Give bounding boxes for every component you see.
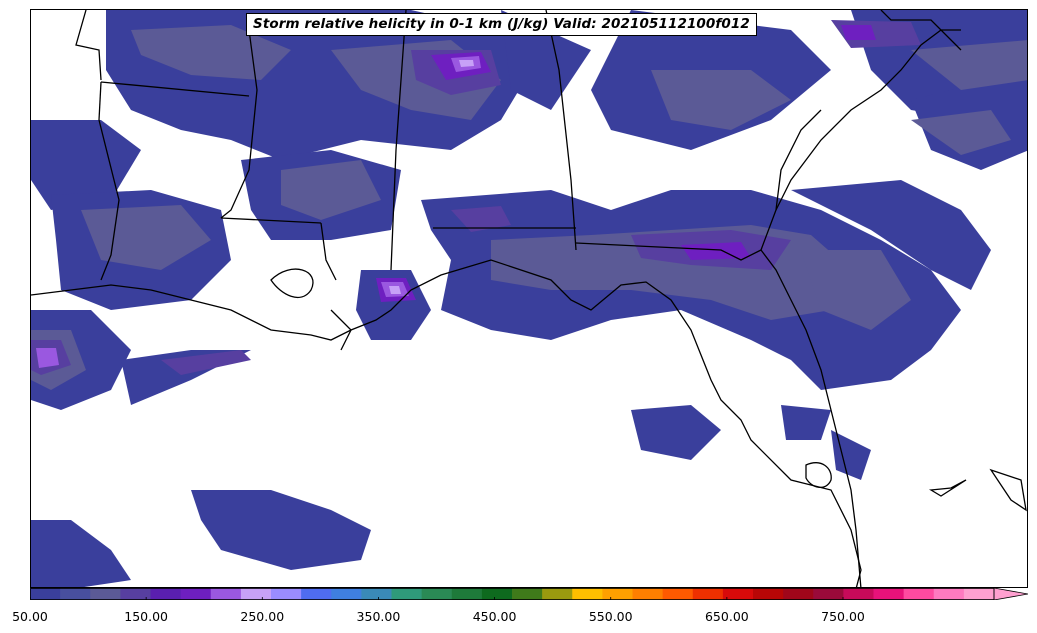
colorbar-segment [120,588,152,600]
colorbar-tick-label: 150.00 [124,609,169,624]
helicity-contours [31,10,1027,587]
colorbar [30,588,1028,600]
colorbar-tick-label: 450.00 [472,609,517,624]
colorbar-segment [421,588,453,600]
colorbar-segment [301,588,332,600]
colorbar-tick-label: 750.00 [821,609,865,624]
colorbar-segment [843,588,875,600]
colorbar-segment [602,588,634,600]
colorbar-segment [783,588,814,600]
colorbar-segment [753,588,784,600]
map-title: Storm relative helicity in 0-1 km (J/kg)… [246,13,757,36]
colorbar-segment [813,588,844,600]
colorbar-segment [722,588,754,600]
colorbar-segment [662,588,694,600]
colorbar-segment [692,588,724,600]
map-panel [30,9,1028,588]
colorbar-segment [542,588,573,600]
colorbar-segment [481,588,513,600]
colorbar-tick-label: 650.00 [704,609,749,624]
colorbar-segment [933,588,965,600]
colorbar-segment [361,588,393,600]
colorbar-segment [60,588,91,600]
colorbar-segment [391,588,423,600]
colorbar-segment [512,588,543,600]
colorbar-segment [903,588,935,600]
colorbar-segment [271,588,302,600]
colorbar-tick-label: 350.00 [356,609,401,624]
colorbar-segment [451,588,483,600]
colorbar-tick-label: 550.00 [588,609,633,624]
colorbar-segment [873,588,905,600]
colorbar-segment [572,588,603,600]
colorbar-segment [240,588,272,600]
colorbar-segment [331,588,362,600]
colorbar-tick-label: 250.00 [240,609,285,624]
colorbar-segment [180,588,212,600]
colorbar-extend-triangle [993,588,1028,600]
colorbar-segment [30,588,61,600]
helicity-map [31,10,1027,587]
colorbar-segment [90,588,121,600]
colorbar-segment [632,588,664,600]
state-boundaries [31,10,1027,587]
colorbar-segment [963,588,995,600]
colorbar-segment [150,588,182,600]
colorbar-tick-label: 50.00 [12,609,48,624]
colorbar-segment [210,588,242,600]
